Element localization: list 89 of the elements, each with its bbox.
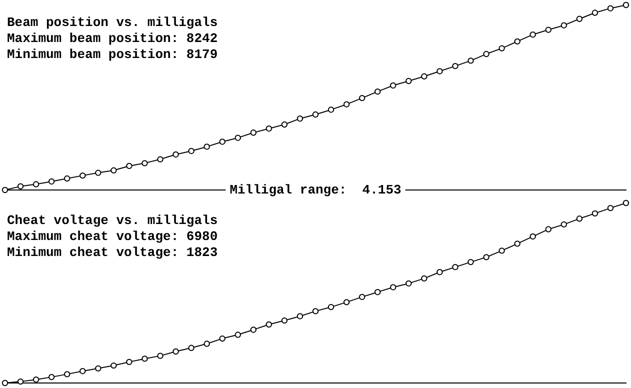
point [219,138,226,145]
point [234,134,241,141]
point [406,78,412,84]
text: Beam position vs. milligals [7,15,218,30]
point [607,204,614,212]
point [622,2,630,8]
point [374,88,381,95]
point [328,106,334,113]
point [142,160,148,166]
point [576,16,583,22]
point [390,284,396,290]
point [95,170,102,176]
point [48,374,55,380]
point [250,130,256,136]
point [498,45,505,52]
point [250,326,256,333]
point [483,50,490,58]
point [266,321,272,328]
point [17,183,24,190]
point [328,304,334,310]
point [343,101,350,108]
point [406,280,412,287]
point [157,156,164,162]
text: Cheat voltage vs. milligals [7,213,218,228]
point [530,233,536,240]
point [374,289,381,296]
annotation: Maximum beam position: 8242 [7,31,218,46]
point [560,221,567,228]
point [281,317,288,324]
point [560,22,567,28]
point [576,216,583,222]
point [514,38,520,45]
point [452,264,458,270]
point [436,269,443,276]
point [421,73,428,80]
point [266,125,272,132]
point [188,148,194,154]
point [421,275,428,282]
point [312,111,319,118]
annotation: Minimum cheat voltage: 1823 [7,245,218,260]
point [2,186,8,194]
point [622,200,630,206]
point [126,358,132,366]
annotation: Maximum cheat voltage: 6980 [7,229,218,244]
point [142,356,148,362]
point [607,5,614,12]
point [234,332,241,338]
point [32,376,40,383]
point [592,210,598,217]
point [110,167,117,174]
point [592,10,598,16]
x-axis-title: Milligal range: 4.153 [230,182,402,198]
point [281,121,288,128]
point [436,68,443,74]
point [296,313,304,320]
point [48,178,55,185]
point [530,32,536,38]
point [204,144,210,150]
point [32,181,40,188]
point [17,378,24,385]
point [514,240,520,247]
point [468,258,474,266]
point [2,380,8,386]
point [110,362,117,369]
point [468,58,474,64]
point [452,62,458,70]
point [390,82,396,89]
point [64,175,70,182]
point [80,368,86,374]
point [343,299,350,306]
point [498,248,505,254]
point [172,151,179,158]
point [219,335,226,342]
point [188,344,194,351]
point [64,371,70,378]
point [204,340,210,347]
point [126,162,132,170]
point [157,352,164,359]
point [172,348,179,355]
point [483,254,490,260]
point [312,308,319,314]
annotation: Minimum beam position: 8179 [7,47,218,62]
point [545,26,552,33]
point [358,294,366,300]
point [358,94,366,102]
point [80,172,86,179]
point [95,365,102,372]
point [545,226,552,232]
point [296,115,304,122]
